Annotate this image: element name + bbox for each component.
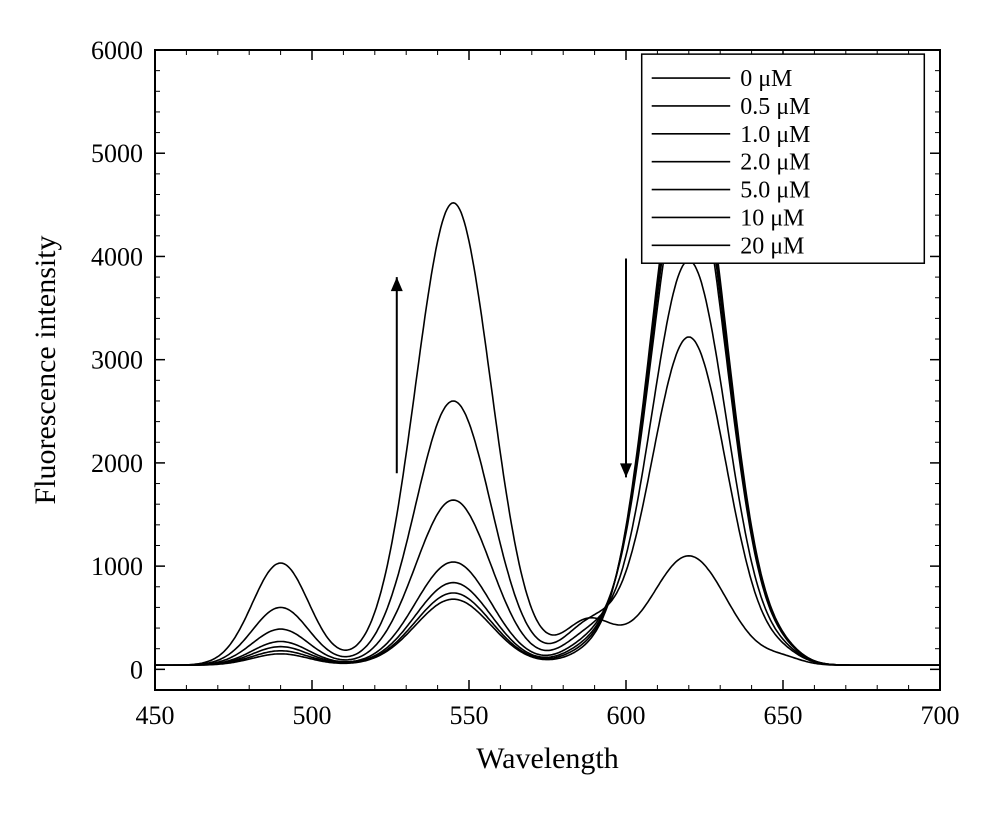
legend-label: 2.0 μM: [740, 150, 810, 176]
x-tick-label: 450: [136, 701, 175, 730]
y-tick-label: 5000: [91, 139, 143, 168]
y-tick-label: 6000: [91, 36, 143, 65]
y-tick-label: 3000: [91, 346, 143, 375]
y-tick-label: 2000: [91, 449, 143, 478]
y-tick-label: 4000: [91, 242, 143, 271]
chart-container: 450 500 550 600 650 700 0 1000 2000 3000 4000 5000 6…: [0, 0, 1000, 820]
y-tick-label: 1000: [91, 552, 143, 581]
legend-label: 10 μM: [740, 205, 804, 231]
legend-label: 20 μM: [740, 233, 804, 259]
x-tick-label: 600: [607, 701, 646, 730]
legend-label: 0.5 μM: [740, 94, 810, 120]
x-tick-label: 550: [450, 701, 489, 730]
legend-label: 0 μM: [740, 66, 792, 92]
x-tick-label: 700: [921, 701, 960, 730]
x-axis-label: Wavelength: [476, 742, 619, 775]
spectra-chart: 450 500 550 600 650 700 0 1000 2000 3000 4000 5000 6…: [0, 0, 1000, 820]
x-tick-label: 500: [293, 701, 332, 730]
x-tick-label: 650: [764, 701, 803, 730]
legend-label: 5.0 μM: [740, 178, 810, 204]
y-axis-label: Fluorescence intensity: [29, 235, 62, 504]
y-tick-label: 0: [130, 655, 143, 684]
legend-label: 1.0 μM: [740, 122, 810, 148]
